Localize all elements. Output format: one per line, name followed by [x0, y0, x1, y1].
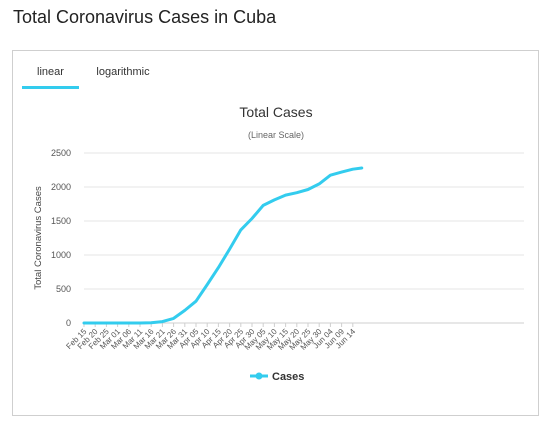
- y-tick-label: 0: [66, 318, 71, 328]
- series-cases: [82, 166, 364, 325]
- tab-logarithmic[interactable]: logarithmic: [96, 66, 150, 78]
- chart-title: Total Cases: [239, 104, 312, 120]
- tab-linear[interactable]: linear: [22, 63, 79, 89]
- page-title: Total Coronavirus Cases in Cuba: [13, 7, 277, 27]
- chart-panel: linear logarithmic: [12, 50, 539, 416]
- legend[interactable]: Cases: [250, 371, 304, 383]
- y-axis-label: Total Coronavirus Cases: [33, 186, 44, 290]
- y-tick-label: 500: [56, 284, 71, 294]
- grid-lines: [84, 152, 524, 324]
- y-tick-label: 1500: [51, 216, 71, 226]
- series-line-cases: [82, 166, 364, 325]
- y-tick-label: 1000: [51, 250, 71, 260]
- y-tick-label: 2000: [51, 182, 71, 192]
- y-tick-label: 2500: [51, 148, 71, 158]
- legend-marker: [255, 372, 263, 380]
- y-tick-labels: 0 500 1000 1500 2000 2500: [51, 148, 71, 328]
- legend-label-cases: Cases: [272, 371, 304, 383]
- chart-subtitle: (Linear Scale): [248, 130, 304, 140]
